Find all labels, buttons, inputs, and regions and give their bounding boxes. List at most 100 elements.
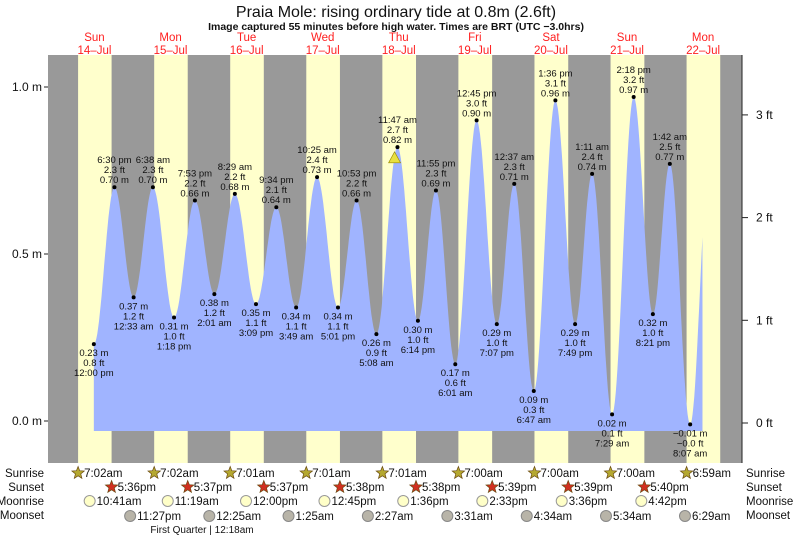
day-name-label: Tue	[237, 32, 256, 44]
low-tide-label: −0.01 m	[673, 428, 708, 439]
moonset-icon	[124, 510, 137, 522]
high-tide-label: 12:37 am	[494, 152, 534, 163]
low-tide-label: 8:21 pm	[636, 338, 670, 349]
sunset-icon	[408, 479, 424, 494]
moonrise-time: 12:45pm	[331, 496, 376, 508]
sunset-time: 5:38pm	[346, 482, 384, 494]
sunset-icon	[180, 479, 195, 494]
moonrise-icon	[161, 495, 174, 507]
sunset-icon	[485, 479, 500, 494]
high-tide-point	[631, 95, 636, 100]
low-tide-label: 12:00 pm	[74, 368, 114, 379]
low-tide-label: 6:14 pm	[401, 345, 435, 356]
y-right-tick-label: 3 ft	[756, 108, 773, 122]
low-tide-point	[415, 318, 420, 323]
sunset-time: 5:40pm	[650, 482, 688, 494]
day-name-label: Wed	[311, 32, 334, 44]
low-tide-point	[650, 312, 655, 317]
moonrise-icon	[318, 495, 331, 507]
sunrise-icon	[603, 465, 618, 480]
tide-curve	[93, 97, 703, 432]
sunrise-icon	[71, 465, 86, 480]
moonset-time: 1:25am	[296, 511, 334, 523]
high-tide-label: 3.2 ft	[623, 75, 644, 86]
sunrise-time: 7:00am	[617, 468, 655, 480]
high-tide-label: 0.69 m	[421, 179, 450, 190]
moonset-icon	[520, 510, 533, 522]
moonset-time: 6:29am	[692, 511, 730, 523]
moonrise-icon	[555, 495, 568, 507]
high-tide-point	[590, 171, 595, 176]
low-tide-point	[335, 305, 340, 310]
sunset-time: 5:39pm	[574, 482, 612, 494]
low-tide-label: 0.38 m	[200, 298, 229, 309]
row-label-moonset-right: Moonset	[746, 510, 791, 522]
low-tide-label: 1.1 ft	[286, 321, 307, 332]
moonset-time: 12:25am	[216, 511, 261, 523]
day-date-label: 21–Jul	[610, 45, 644, 57]
low-tide-point	[688, 422, 693, 427]
moonset-time: 4:34am	[534, 511, 572, 523]
high-tide-label: 0.66 m	[180, 189, 209, 200]
high-tide-label: 0.97 m	[619, 85, 648, 96]
row-label-moonset: Moonset	[0, 510, 45, 522]
low-tide-label: 0.32 m	[638, 318, 667, 329]
day-name-label: Mon	[692, 32, 714, 44]
low-tide-point	[212, 292, 217, 297]
low-tide-label: 1.0 ft	[642, 328, 663, 339]
low-tide-label: 3:09 pm	[239, 328, 273, 339]
low-tide-label: 0.17 m	[441, 368, 470, 379]
low-tide-point	[374, 332, 379, 337]
high-tide-label: 2.3 ft	[142, 165, 163, 176]
high-tide-label: 1:11 am	[575, 142, 609, 153]
low-tide-label: −0.0 ft	[677, 438, 704, 449]
sunset-icon	[104, 479, 119, 494]
high-tide-label: 6:30 pm	[97, 155, 131, 166]
water-area	[93, 97, 703, 432]
moonrise-icon	[240, 495, 252, 507]
low-tide-label: 0.29 m	[561, 328, 590, 339]
high-tide-label: 2.3 ft	[104, 165, 125, 176]
moonset-time: 11:27pm	[137, 511, 181, 523]
high-tide-label: 0.68 m	[220, 182, 249, 193]
moonset-time: 5:34am	[613, 511, 651, 523]
high-tide-point	[512, 181, 517, 186]
day-date-label: 17–Jul	[306, 45, 340, 57]
high-tide-label: 2.3 ft	[425, 169, 446, 180]
chart-title: Praia Mole: rising ordinary tide at 0.8m…	[236, 4, 556, 21]
low-tide-label: 1.0 ft	[163, 331, 184, 342]
sunrise-time: 6:59am	[693, 468, 731, 480]
high-tide-label: 0.96 m	[541, 88, 570, 99]
high-tide-label: 10:25 am	[297, 145, 337, 156]
high-tide-point	[150, 185, 155, 190]
low-tide-point	[294, 305, 299, 310]
high-tide-label: 10:53 pm	[337, 169, 377, 180]
high-tide-label: 0.73 m	[303, 165, 332, 176]
day-date-label: 19–Jul	[458, 45, 492, 57]
current-time-marker-icon	[388, 151, 402, 164]
high-tide-label: 6:38 am	[136, 155, 170, 166]
high-tide-point	[315, 175, 320, 180]
sunrise-icon	[223, 465, 238, 480]
low-tide-label: 1.0 ft	[486, 338, 507, 349]
high-tide-point	[395, 145, 400, 150]
low-tide-label: 1.0 ft	[407, 335, 428, 346]
high-tide-label: 2.2 ft	[346, 179, 367, 190]
low-tide-point	[573, 322, 578, 327]
high-tide-label: 2.7 ft	[387, 125, 408, 136]
moonrise-icon	[397, 495, 410, 507]
low-tide-label: 8:07 am	[673, 448, 707, 459]
high-tide-label: 0.66 m	[342, 189, 371, 200]
day-name-label: Mon	[159, 32, 181, 44]
low-tide-label: 0.23 m	[79, 348, 108, 359]
y-left-tick-label: 0.5 m	[12, 247, 42, 261]
low-tide-label: 1.1 ft	[327, 321, 348, 332]
sunrise-time: 7:02am	[84, 468, 122, 480]
row-label-sunset-right: Sunset	[746, 482, 783, 494]
low-tide-point	[91, 342, 96, 347]
low-tide-label: 1.2 ft	[123, 311, 144, 322]
day-name-label: Sun	[84, 32, 104, 44]
low-tide-label: 0.9 ft	[366, 348, 387, 359]
row-label-sunset: Sunset	[8, 482, 45, 494]
